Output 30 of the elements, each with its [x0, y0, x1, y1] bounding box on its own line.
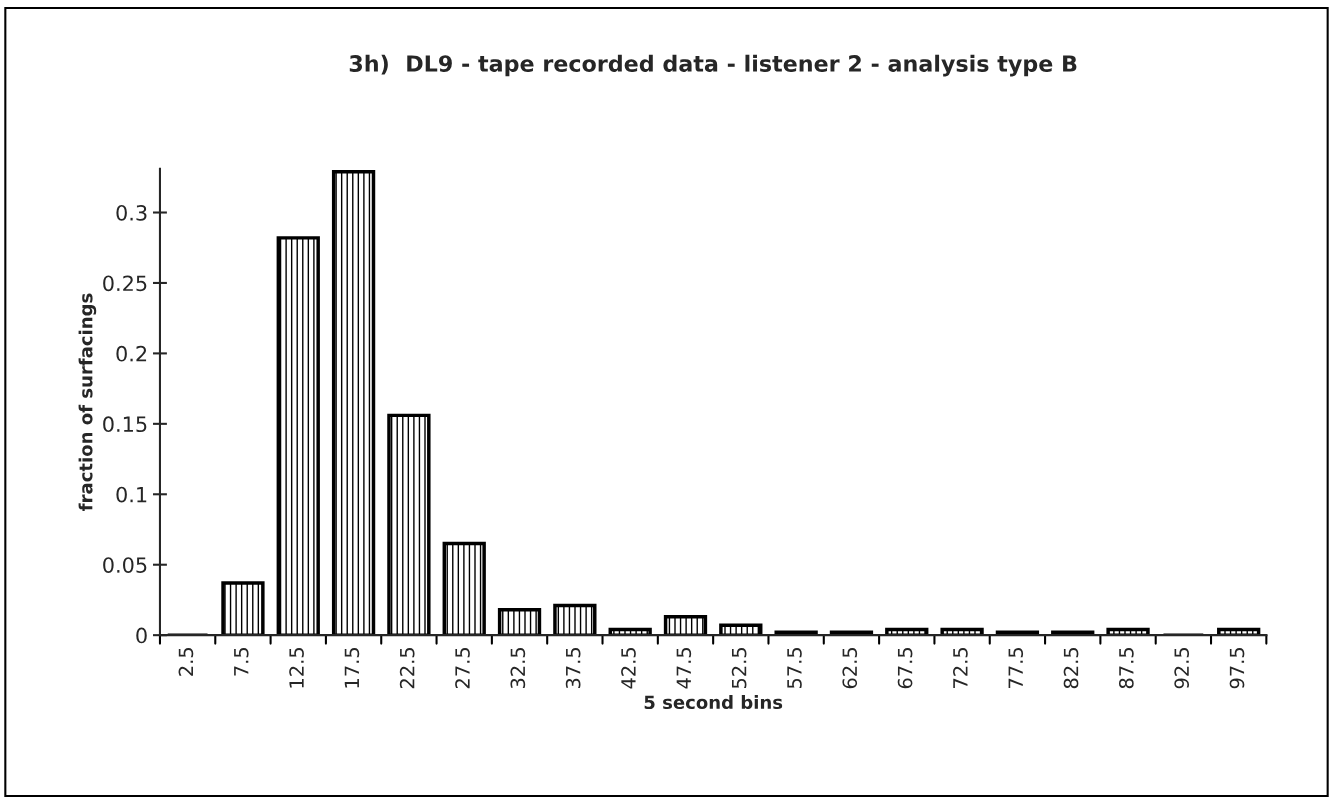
y-tick-label: 0.1: [116, 486, 147, 503]
x-tick-label: 12.5: [289, 647, 304, 688]
x-tick-label: 37.5: [565, 647, 581, 689]
x-tick-label: 47.5: [676, 647, 692, 689]
y-tick-label: 0.25: [103, 275, 147, 292]
y-tick-label: 0.15: [103, 416, 147, 433]
x-tick-label: 72.5: [953, 647, 968, 688]
x-tick-label: 77.5: [1008, 647, 1024, 688]
y-tick-label: 0.05: [103, 557, 147, 573]
x-tick-label: 92.5: [1174, 647, 1190, 689]
x-tick-label: 27.5: [455, 647, 470, 689]
chart-title: 3h) DL9 - tape recorded data - listener 2 - analysis type B: [349, 54, 1077, 77]
x-tick-label: 97.5: [1229, 647, 1245, 689]
y-axis-title: fraction of surfacings: [78, 293, 97, 511]
x-tick-label: 17.5: [344, 647, 360, 688]
x-tick-label: 2.5: [178, 647, 194, 676]
y-tick-label: 0.2: [116, 345, 147, 362]
x-tick-label: 32.5: [510, 647, 526, 689]
x-tick-label: 52.5: [731, 647, 747, 689]
x-tick-label: 7.5: [234, 647, 249, 676]
x-tick-label: 22.5: [399, 647, 415, 689]
x-tick-label: 62.5: [842, 647, 858, 689]
x-tick-label: 67.5: [897, 647, 913, 689]
x-tick-label: 87.5: [1118, 647, 1134, 689]
x-tick-label: 42.5: [621, 647, 636, 689]
x-tick-label: 57.5: [787, 647, 802, 689]
y-tick-label: 0: [136, 627, 147, 644]
x-axis-title: 5 second bins: [644, 695, 783, 710]
y-tick-label: 0.3: [116, 204, 147, 221]
x-tick-label: 82.5: [1063, 647, 1079, 689]
